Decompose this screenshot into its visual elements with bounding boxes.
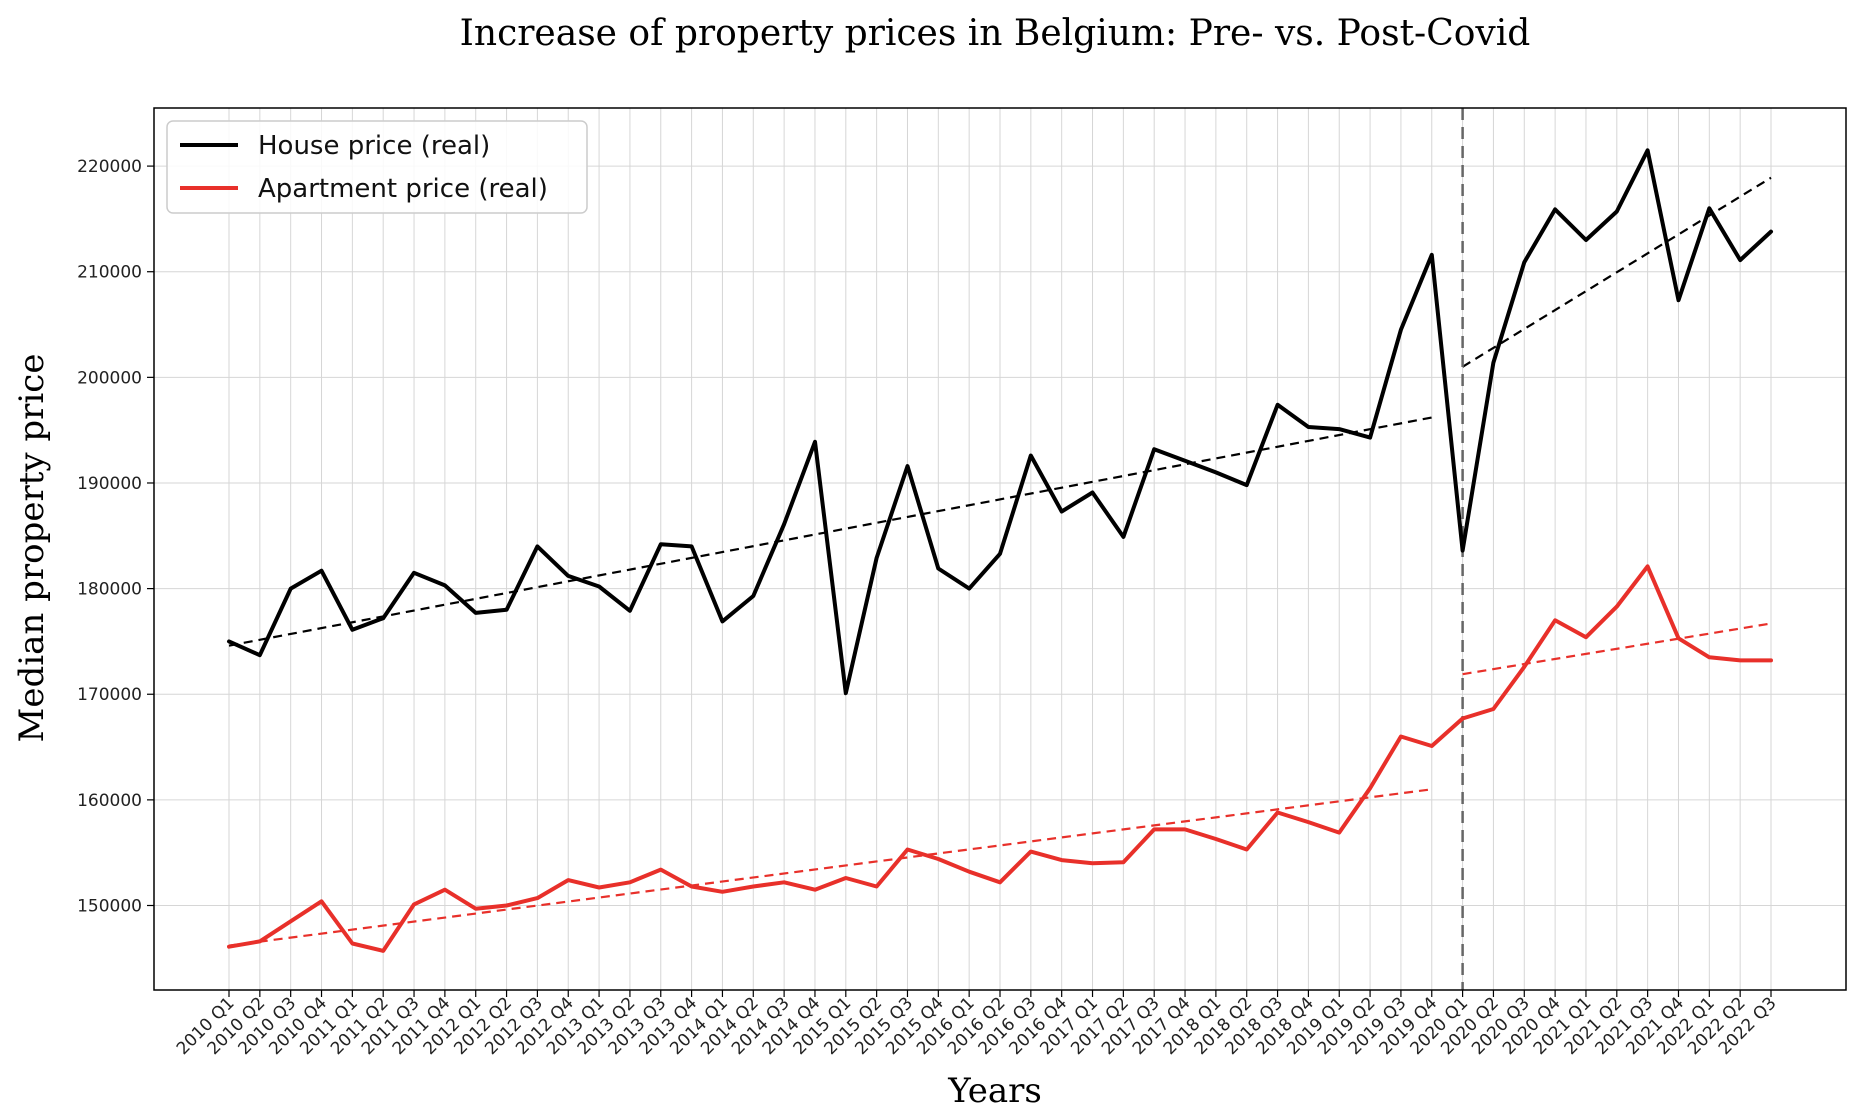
grid-lines (154, 108, 1846, 990)
chart-title: Increase of property prices in Belgium: … (460, 13, 1531, 54)
trend-line (228, 788, 1432, 947)
x-axis-label: Years (947, 1071, 1042, 1110)
legend: House price (real) Apartment price (real… (166, 120, 588, 214)
trend-line (1462, 176, 1772, 368)
trend-line (1462, 622, 1772, 676)
series-line (227, 148, 1773, 696)
y-tick-label: 220000 (77, 157, 142, 177)
y-tick-label: 190000 (77, 474, 142, 494)
trend-line (228, 416, 1432, 647)
trend-lines (228, 176, 1772, 947)
y-tick-label: 150000 (77, 896, 142, 916)
y-axis-label: Median property price (12, 354, 52, 743)
y-tick-label: 160000 (77, 791, 142, 811)
legend-label-house: House price (real) (258, 131, 490, 161)
series-lines (227, 148, 1773, 953)
y-axis-ticks: 150000 160000 170000 180000 190000 200000 2100… (77, 157, 154, 916)
series-line (227, 564, 1773, 953)
y-tick-label: 180000 (77, 580, 142, 600)
legend-label-apartment: Apartment price (real) (258, 174, 548, 204)
y-tick-label: 170000 (77, 685, 142, 705)
y-tick-label: 200000 (77, 368, 142, 388)
legend-box (166, 120, 588, 214)
y-tick-label: 210000 (77, 263, 142, 283)
